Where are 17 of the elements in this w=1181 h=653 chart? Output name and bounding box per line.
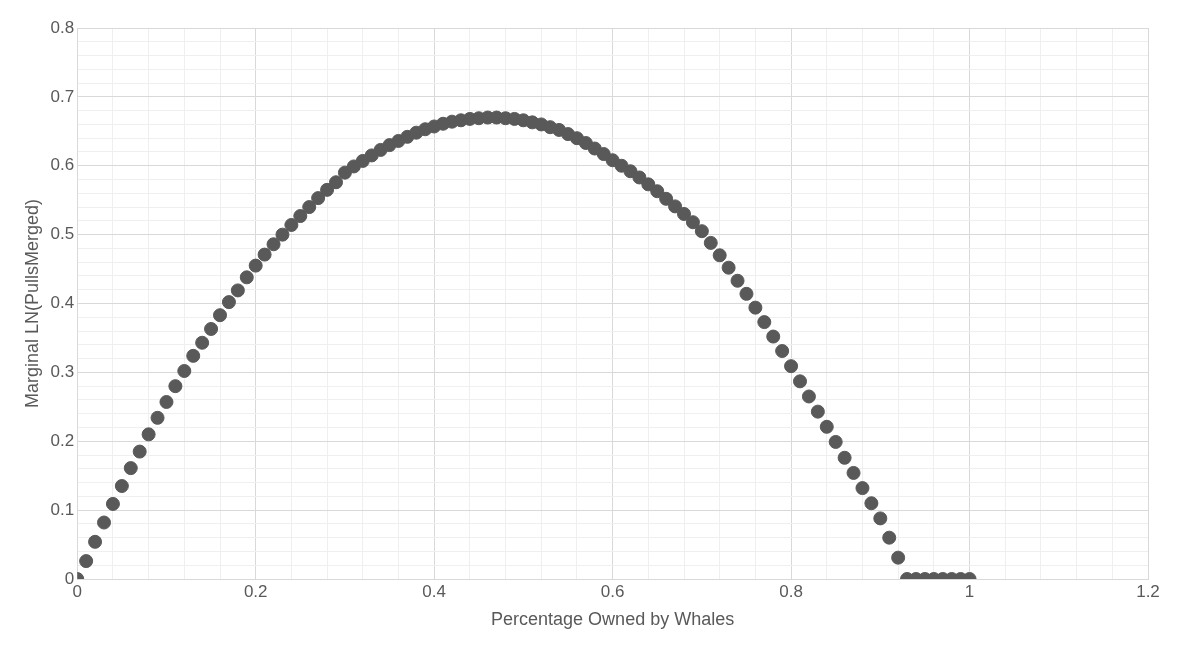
y-tick-label: 0 (64, 568, 75, 588)
y-tick-label: 0.2 (50, 430, 75, 450)
y-tick-label: 0.1 (50, 499, 75, 519)
x-tick-label: 0.6 (600, 581, 625, 601)
y-tick-label: 0.4 (50, 293, 75, 313)
x-axis-title: Percentage Owned by Whales (491, 609, 735, 630)
y-tick-label: 0.5 (50, 224, 75, 244)
y-tick-label: 0.7 (50, 86, 75, 106)
y-tick-label: 0.3 (50, 362, 75, 382)
y-tick-label: 0.6 (50, 155, 75, 175)
x-tick-label: 0.4 (422, 581, 446, 601)
x-tick-label: 1.2 (1136, 581, 1160, 601)
y-axis-title: Marginal LN(PullsMerged) (21, 198, 42, 409)
y-tick-label: 0.8 (50, 17, 75, 37)
x-tick-label: 0.8 (779, 581, 803, 601)
x-tick-label: 1 (964, 581, 975, 601)
x-tick-label: 0.2 (243, 581, 268, 601)
